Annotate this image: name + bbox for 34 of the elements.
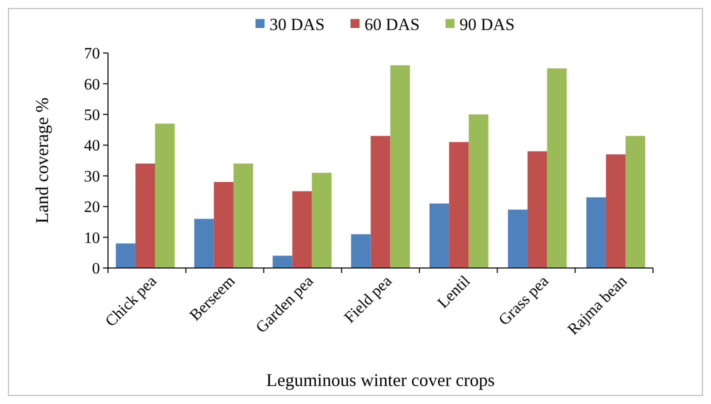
y-tick-label: 50 bbox=[84, 107, 100, 124]
y-tick-label: 40 bbox=[84, 138, 100, 155]
bar bbox=[214, 182, 234, 268]
y-tick-label: 60 bbox=[84, 76, 100, 94]
bar bbox=[528, 151, 548, 268]
bar bbox=[626, 136, 646, 268]
bar bbox=[155, 124, 175, 268]
bar bbox=[135, 164, 156, 268]
x-axis-title: Leguminous winter cover crops bbox=[266, 370, 495, 390]
bar bbox=[390, 65, 410, 268]
bar bbox=[468, 114, 488, 268]
legend-label: 30 DAS bbox=[270, 14, 325, 34]
bar bbox=[449, 142, 469, 268]
bar bbox=[547, 68, 567, 268]
legend-label: 60 DAS bbox=[364, 14, 420, 34]
bar bbox=[586, 197, 606, 268]
y-axis-title: Land coverage % bbox=[32, 98, 52, 224]
bar bbox=[370, 136, 390, 268]
y-tick-label: 30 bbox=[84, 168, 100, 186]
bar bbox=[292, 191, 312, 268]
bar bbox=[312, 172, 332, 268]
legend-label: 90 DAS bbox=[460, 14, 515, 34]
y-tick-label: 0 bbox=[92, 260, 100, 278]
bar bbox=[233, 164, 254, 268]
bar bbox=[508, 210, 528, 268]
bar bbox=[606, 154, 626, 268]
bar bbox=[351, 234, 371, 268]
y-tick-label: 20 bbox=[84, 199, 100, 216]
y-tick-label: 70 bbox=[84, 46, 100, 63]
bar bbox=[194, 218, 214, 268]
bar bbox=[430, 204, 450, 268]
bar bbox=[116, 243, 136, 268]
y-tick-label: 10 bbox=[84, 230, 100, 247]
bar bbox=[272, 256, 292, 268]
